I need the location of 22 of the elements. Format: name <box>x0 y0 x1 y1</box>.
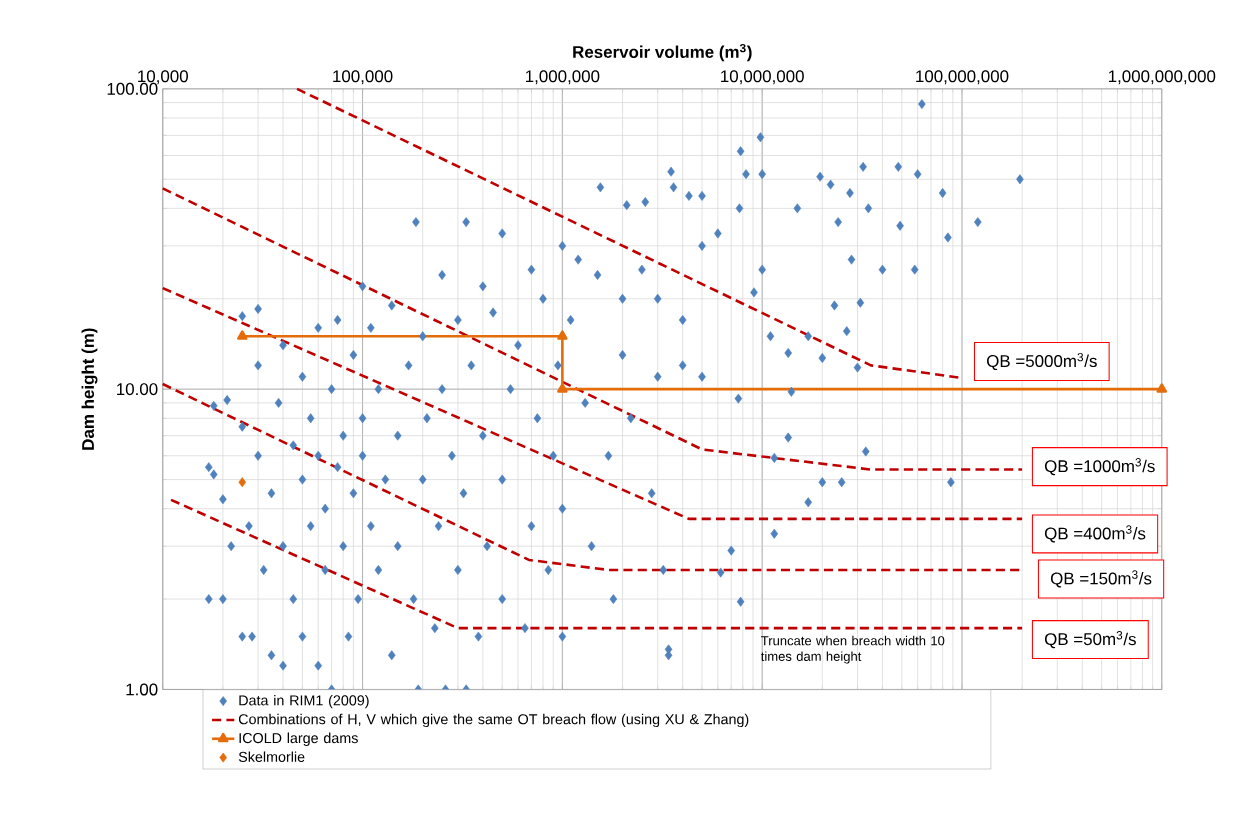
legend-label: Combinations of H, V which give the same OT breach flow (using XU & Zhang) <box>238 713 749 727</box>
annotation: QB =150m$^{3}$/s <box>1050 570 1152 588</box>
x-tick-label: 100,000 <box>333 70 393 85</box>
x-tick-label: 100,000,000 <box>916 70 1009 85</box>
point <box>1156 383 1168 393</box>
point <box>237 330 248 340</box>
annotation: QB =50m$^{3}$/s <box>1044 630 1136 648</box>
x-tick-label: 1,000,000 <box>526 70 600 85</box>
annotation: QB =400m$^{3}$/s <box>1044 525 1146 543</box>
legend-label: Skelmorlie <box>238 751 305 762</box>
y-tick-label: 1.00 <box>126 683 158 696</box>
annotation: QB =1000m$^{3}$/s <box>1044 457 1155 475</box>
x-axis-title: Reservoir volume (m$^{3}$) <box>573 43 752 62</box>
legend-label: Data in RIM1 (2009) <box>239 694 369 709</box>
y-tick-label: 10.00 <box>117 382 158 395</box>
x-tick-label: 1,000,000,000 <box>1108 70 1216 85</box>
point <box>238 477 247 487</box>
annotation: QB =5000m$^{3}$/s <box>987 352 1097 370</box>
y-axis-title: Dam height (m) <box>81 328 98 450</box>
legend-label: ICOLD large dams <box>239 732 358 746</box>
annotation: Truncate when breach width 10 times dam height <box>760 635 945 664</box>
x-tick-label: 10,000,000 <box>721 70 804 85</box>
